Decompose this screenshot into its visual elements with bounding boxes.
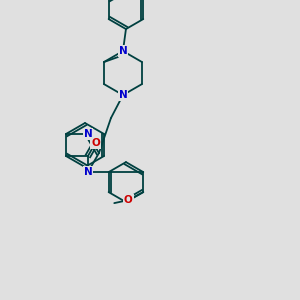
Text: N: N [84, 129, 92, 139]
Text: N: N [84, 167, 92, 177]
Text: N: N [118, 90, 127, 100]
Text: O: O [124, 195, 133, 205]
Text: O: O [91, 138, 100, 148]
Text: N: N [118, 46, 127, 56]
